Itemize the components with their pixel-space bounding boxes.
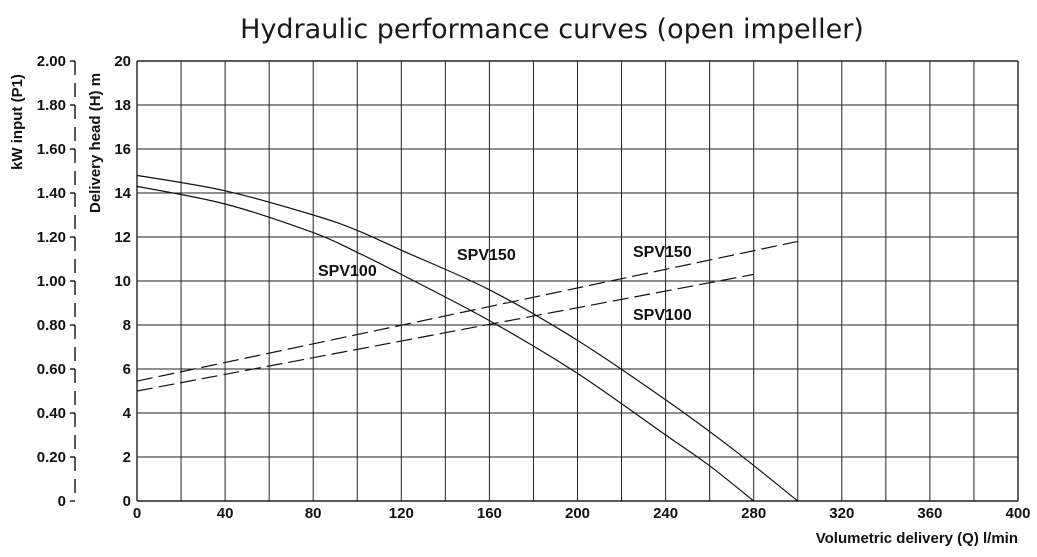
power-tick-label: 1.40 bbox=[37, 185, 66, 202]
flow-axis-ticks: 0 40 80 120 160 200 240 280 320 360 400 bbox=[133, 505, 1031, 522]
head-tick-label: 8 bbox=[123, 317, 131, 334]
flow-tick-label: 200 bbox=[565, 505, 590, 522]
head-tick-label: 18 bbox=[114, 97, 131, 114]
head-tick-label: 4 bbox=[123, 405, 132, 422]
power-tick-label: 1.60 bbox=[37, 141, 66, 158]
power-tick-label: 0.40 bbox=[37, 405, 66, 422]
power-tick-label: 1.00 bbox=[37, 273, 66, 290]
head-tick-label: 20 bbox=[114, 53, 131, 70]
flow-tick-label: 80 bbox=[305, 505, 322, 522]
head-tick-label: 12 bbox=[114, 229, 131, 246]
power-tick-label: 1.80 bbox=[37, 97, 66, 114]
power-tick-label: 1.20 bbox=[37, 229, 66, 246]
chart-title: Hydraulic performance curves (open impel… bbox=[240, 14, 864, 45]
head-tick-label: 16 bbox=[114, 141, 131, 158]
head-tick-label: 10 bbox=[114, 273, 131, 290]
curve-spv100-power bbox=[136, 273, 754, 392]
flow-tick-label: 0 bbox=[133, 505, 141, 522]
label-spv150-power: SPV150 bbox=[633, 244, 692, 261]
power-tick-label: 0.80 bbox=[37, 317, 66, 334]
head-tick-label: 14 bbox=[114, 185, 131, 202]
grid bbox=[136, 60, 1019, 502]
flow-tick-label: 400 bbox=[1005, 505, 1030, 522]
y-axis-label: Delivery head (H) m bbox=[87, 73, 104, 213]
power-axis-ticks: 0 0.20 0.40 0.60 0.80 1.00 1.20 1.40 1.60 1.80 2.0… bbox=[37, 53, 66, 510]
curve-spv150-head bbox=[136, 174, 799, 502]
curves bbox=[136, 174, 799, 502]
label-spv100-head: SPV100 bbox=[318, 263, 377, 280]
flow-tick-label: 240 bbox=[653, 505, 678, 522]
curve-spv150-power bbox=[136, 240, 798, 382]
power-tick-label: 2.00 bbox=[37, 53, 66, 70]
flow-tick-label: 280 bbox=[741, 505, 766, 522]
x-axis-label: Volumetric delivery (Q) l/min bbox=[816, 530, 1018, 547]
flow-tick-label: 40 bbox=[217, 505, 234, 522]
head-tick-label: 6 bbox=[123, 361, 131, 378]
head-tick-label: 0 bbox=[123, 493, 131, 510]
curve-spv100-head bbox=[136, 185, 755, 502]
power-tick-label: 0 bbox=[58, 493, 66, 510]
head-tick-label: 2 bbox=[123, 449, 131, 466]
power-tick-label: 0.60 bbox=[37, 361, 66, 378]
head-axis-ticks: 0 2 4 6 8 10 12 14 16 18 20 bbox=[114, 53, 131, 510]
label-spv150-head: SPV150 bbox=[457, 247, 516, 264]
y2-axis-label: kW input (P1) bbox=[9, 74, 26, 170]
flow-tick-label: 160 bbox=[477, 505, 502, 522]
label-spv100-power: SPV100 bbox=[633, 307, 692, 324]
power-axis bbox=[70, 60, 76, 502]
power-tick-label: 0.20 bbox=[37, 449, 66, 466]
flow-tick-label: 320 bbox=[829, 505, 854, 522]
flow-tick-label: 360 bbox=[917, 505, 942, 522]
flow-tick-label: 120 bbox=[389, 505, 414, 522]
